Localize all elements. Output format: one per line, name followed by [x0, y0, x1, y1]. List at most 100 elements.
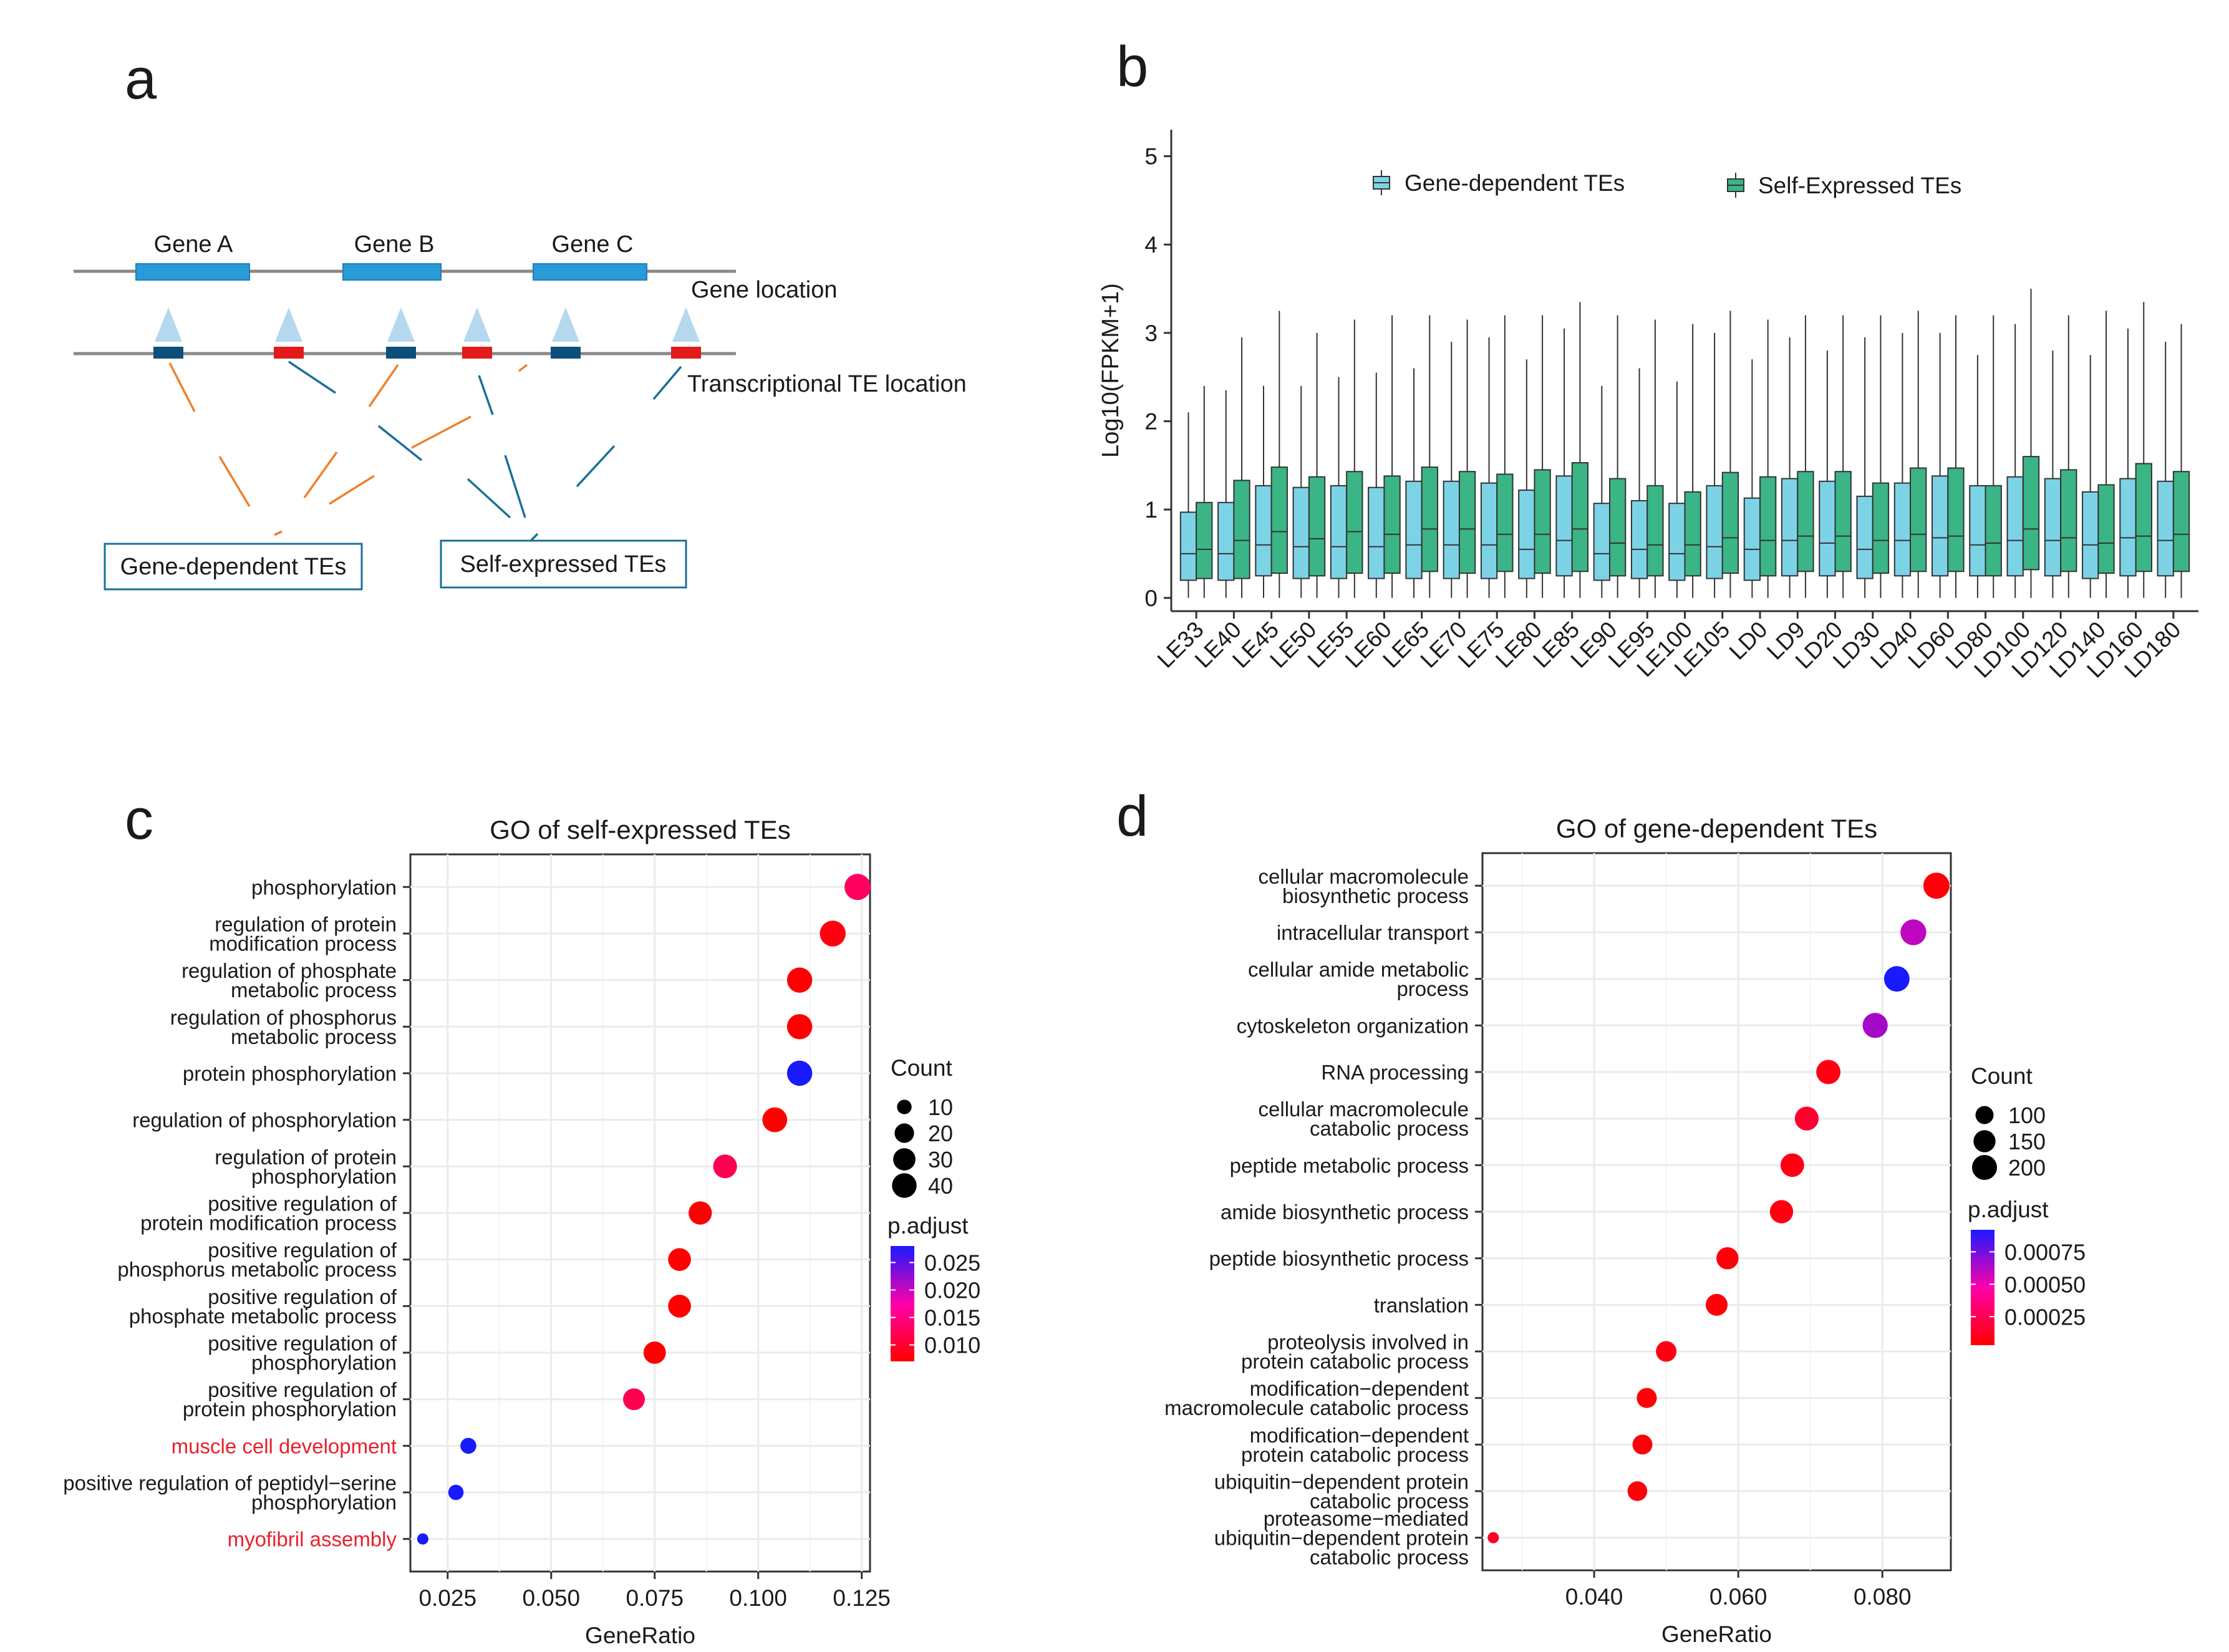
go-term-dot: [1716, 1247, 1739, 1270]
term-label: regulation of phosphorus metabolic proces…: [170, 1006, 397, 1048]
size-legend-dot: [894, 1123, 914, 1143]
size-legend-title: Count: [891, 1055, 952, 1081]
x-tick-label: 0.040: [1565, 1584, 1623, 1610]
box-self-expressed: [1421, 466, 1438, 572]
box-gene-dependent: [1781, 478, 1799, 577]
box-self-expressed: [1985, 485, 2002, 577]
te-site-red: [671, 347, 701, 359]
te-triangle-icon: [155, 307, 182, 342]
box-gene-dependent: [1443, 480, 1460, 579]
box-self-expressed: [1233, 480, 1250, 579]
color-legend-bar: [891, 1246, 914, 1361]
box-self-expressed: [1571, 462, 1589, 572]
te-triangle-icon: [552, 307, 579, 342]
term-label: translation: [1374, 1293, 1469, 1316]
legend-label-self-expressed: Self-Expressed TEs: [1758, 173, 1961, 198]
x-tick-label: 0.125: [833, 1585, 891, 1611]
box-gene-dependent: [1856, 495, 1874, 579]
term-label: ubiquitin−dependent protein catabolic pro…: [1214, 1471, 1469, 1513]
go-term-dot: [1705, 1293, 1728, 1316]
boxplot-legend: Gene-dependent TEs Self-Expressed TEs: [1373, 170, 1961, 198]
box-self-expressed: [1383, 475, 1401, 574]
term-label: proteasome−mediated ubiquitin−dependent p…: [1214, 1507, 1469, 1569]
y-tick-label: 1: [1144, 497, 1158, 523]
go-term-dot: [1769, 1200, 1794, 1224]
go-term-dot: [643, 1341, 666, 1364]
term-label: peptide metabolic process: [1230, 1154, 1469, 1177]
chart-title: GO of self-expressed TEs: [490, 815, 790, 844]
box-gene-dependent: [1819, 480, 1836, 577]
color-legend-label: 0.015: [924, 1305, 980, 1331]
term-label: positive regulation of phosphorylation: [208, 1332, 397, 1374]
box-gene-dependent: [2157, 480, 2174, 577]
panel-label-b: b: [1116, 35, 1148, 99]
gene-b-box: [342, 263, 442, 281]
go-term-dot: [448, 1484, 464, 1500]
boxplot-boxes: [1179, 288, 2190, 598]
box-gene-dependent: [2044, 478, 2062, 577]
box-gene-dependent: [1932, 475, 1949, 577]
te-site-blue: [386, 347, 416, 359]
gene-b-label: Gene B: [354, 231, 435, 258]
x-tick-label: 0.100: [729, 1585, 787, 1611]
box-self-expressed: [1910, 467, 1927, 572]
go-dotplot-gene-dependent: 0.040 0.060 0.080 GO of gene-dependent TEs G…: [1164, 814, 2086, 1647]
go-term-dot: [1862, 1013, 1888, 1038]
box-gene-dependent: [1217, 501, 1235, 581]
te-site-blue: [153, 347, 183, 359]
gene-a-box: [135, 263, 250, 281]
color-legend-label: 0.020: [924, 1277, 980, 1303]
color-legend-label: 0.010: [924, 1333, 980, 1358]
box-gene-dependent: [1518, 489, 1535, 579]
size-legend-dot: [1975, 1106, 1994, 1124]
box-gene-dependent: [1668, 503, 1686, 581]
te-location-label: Transcriptional TE location: [687, 371, 967, 397]
size-legend-dot: [893, 1148, 916, 1171]
box-self-expressed: [1684, 491, 1701, 577]
box-gene-dependent: [1368, 486, 1385, 579]
go-term-dot: [713, 1154, 737, 1179]
box-self-expressed: [1196, 501, 1213, 579]
y-tick-label: 5: [1144, 143, 1158, 169]
size-legend-label: 200: [2008, 1155, 2046, 1181]
size-legend-label: 10: [928, 1094, 953, 1120]
term-label: proteolysis involved in protein catabolic…: [1241, 1331, 1469, 1373]
go-term-dot: [1637, 1388, 1657, 1408]
term-label: intracellular transport: [1277, 921, 1469, 944]
term-label: cellular macromolecule catabolic process: [1259, 1098, 1469, 1140]
box-gene-dependent: [1743, 497, 1761, 581]
gene-location-label: Gene location: [691, 277, 838, 303]
gene-a-label: Gene A: [154, 231, 233, 258]
size-legend-dot: [1971, 1154, 1998, 1181]
box-self-expressed: [1458, 471, 1476, 574]
box-gene-dependent: [1893, 482, 1912, 577]
box-self-expressed: [1797, 471, 1814, 572]
size-legend-label: 40: [928, 1173, 953, 1199]
box-self-expressed: [1308, 476, 1326, 577]
term-label: modification−dependent protein catabolic …: [1241, 1424, 1469, 1466]
term-label: myofibril assembly: [228, 1528, 397, 1551]
box-gene-dependent: [1706, 485, 1723, 579]
term-label: positive regulation of protein modificati…: [140, 1192, 397, 1235]
color-legend-label: 0.00050: [2004, 1272, 2086, 1297]
y-tick-label: 2: [1144, 408, 1158, 434]
color-legend-label: 0.00025: [2004, 1304, 2086, 1330]
box-self-expressed: [2172, 471, 2190, 572]
term-label: cytoskeleton organization: [1237, 1014, 1469, 1037]
term-label: RNA processing: [1321, 1061, 1469, 1084]
box-gene-dependent: [1292, 486, 1310, 579]
go-term-dot: [417, 1533, 428, 1545]
box-self-expressed: [1534, 469, 1551, 574]
go-term-dot: [1780, 1153, 1804, 1177]
box-self-expressed: [1646, 485, 1664, 577]
go-term-dot: [786, 1014, 813, 1040]
go-term-dot: [689, 1201, 712, 1225]
size-legend-dot: [897, 1099, 912, 1114]
te-site-red: [274, 347, 304, 359]
go-term-dot: [1900, 919, 1927, 945]
box-gene-dependent: [1405, 480, 1423, 579]
x-tick-label: 0.060: [1709, 1584, 1767, 1610]
box-self-expressed: [2060, 469, 2077, 572]
legend-label-gene-dependent: Gene-dependent TEs: [1405, 170, 1625, 196]
size-legend-dot: [892, 1173, 917, 1198]
